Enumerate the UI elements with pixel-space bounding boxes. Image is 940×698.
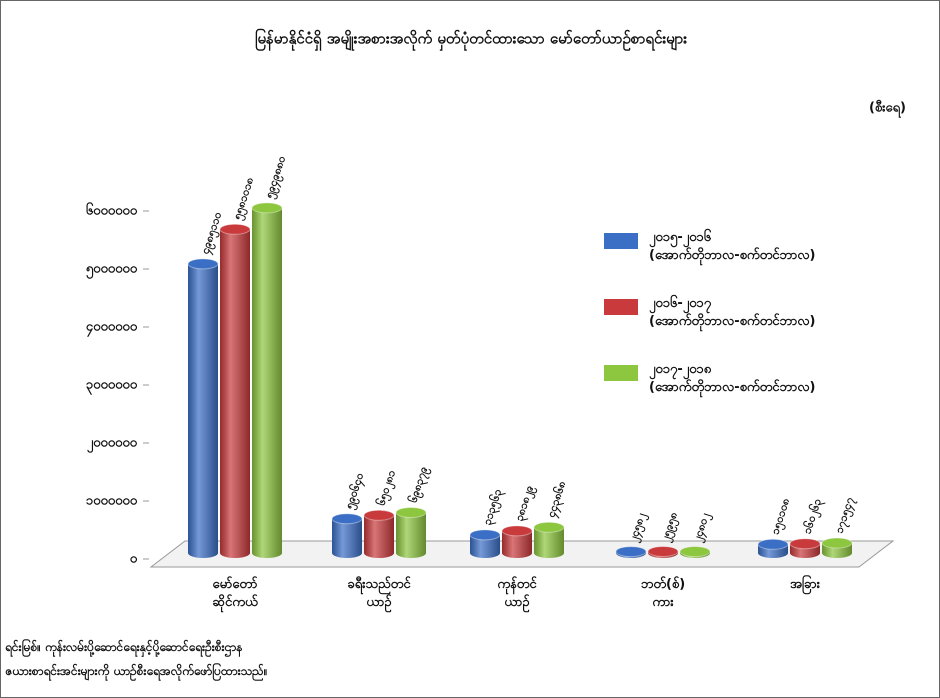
- bar-shade: [332, 518, 362, 558]
- bar-top: [757, 538, 789, 550]
- bar-top: [219, 223, 251, 235]
- bar-shade: [396, 512, 426, 558]
- bar-top: [187, 258, 219, 270]
- bar-shade: [188, 263, 218, 558]
- bar-top: [679, 546, 711, 558]
- legend-swatch: [604, 365, 638, 381]
- x-tick-label: ဘတ်(စ်) ကား: [640, 577, 686, 610]
- y-tick-label: ၀: [130, 552, 138, 567]
- x-tick-label: မော်တော် ဆိုင်ကယ်: [212, 577, 258, 610]
- value-label: ၅၉၄၉၈၈၀: [262, 154, 291, 200]
- y-tick-label: ၆၀၀၀၀၀၀: [86, 202, 138, 219]
- legend-swatch: [604, 299, 638, 315]
- value-label: ၁၅၀၁၀၈: [768, 497, 795, 537]
- bar-shade: [502, 530, 532, 558]
- y-tick-label: ၃၀၀၀၀၀၀: [86, 378, 138, 396]
- bar-top: [789, 538, 821, 550]
- bar-top: [821, 537, 853, 549]
- y-tick-label: ၅၀၀၀၀၀၀: [86, 262, 138, 280]
- bar-top: [647, 545, 679, 557]
- y-tick-label: ၂၀၀၀၀၀၀: [87, 436, 138, 454]
- bar-shade: [220, 229, 250, 558]
- value-label: ၂၅၉၅၈: [658, 511, 683, 545]
- value-label: ၃၁၃၅၆၃: [480, 487, 507, 528]
- value-label: ၂၄၈၀၂: [690, 511, 715, 545]
- bar-top: [395, 506, 427, 518]
- value-label: ၂၄၅၈၂: [626, 511, 651, 545]
- value-label: ၄၄၃၈၆၈: [544, 480, 571, 520]
- bar-shade: [364, 515, 394, 558]
- value-label: ၆၉၈၃၇၉: [406, 465, 433, 505]
- x-tick-label: ကုန်တင် ယာဉ်: [497, 577, 537, 610]
- chart-title: မြန်မာနိုင်ငံရှိ အမျိုးအစားအလိုက် မှတ်ပု…: [255, 28, 687, 52]
- source-note: ဇယားစာရင်းအင်းများကို ယာဉ်စီးရေအလိုက်ဖော…: [5, 664, 268, 678]
- x-tick-label: ခရီးသည်တင် ယာဉ်: [347, 577, 411, 610]
- value-label: ၆၅၀၂၈၁: [374, 468, 401, 508]
- y-tick-label: ၁၀၀၀၀၀၀: [86, 494, 138, 509]
- bar-top: [469, 529, 501, 541]
- bar-shade: [252, 207, 282, 558]
- bar-top: [363, 509, 395, 521]
- bar-top: [615, 546, 647, 558]
- legend-label: ၂၀၁၆-၂၀၁၇ (အောက်တိုဘာလ-စက်တင်ဘာလ): [649, 296, 816, 329]
- source-note: ရင်းမြစ်။ ကုန်းလမ်းပို့ဆောင်ရေးနှင့်ပို့…: [5, 640, 243, 654]
- bar-top: [501, 525, 533, 537]
- bar-top: [331, 513, 363, 525]
- bar-shade: [470, 534, 500, 558]
- value-label: ၁၆၀၂၆၃: [800, 496, 827, 536]
- value-label: ၃၈၁၈၂၉: [512, 484, 539, 524]
- x-tick-label: အခြား: [789, 577, 821, 592]
- legend-label: ၂၀၁၇-၂၀၁၈ (အောက်တိုဘာလ-စက်တင်ဘာလ): [649, 362, 816, 395]
- value-label: ၁၇၁၅၄၇: [832, 495, 859, 536]
- legend-label: ၂၀၁၅-၂၀၁၆ (အောက်တိုဘာလ-စက်တင်ဘာလ): [649, 230, 816, 263]
- legend-swatch: [604, 233, 638, 249]
- bar-top: [533, 521, 565, 533]
- value-label: ၅၉၀၆၄၀: [342, 471, 369, 511]
- bar-shade: [534, 527, 564, 558]
- bar-top: [251, 202, 283, 214]
- y-tick-label: ၄၀၀၀၀၀၀: [86, 320, 138, 338]
- unit-label: (စီးရေ): [869, 99, 906, 119]
